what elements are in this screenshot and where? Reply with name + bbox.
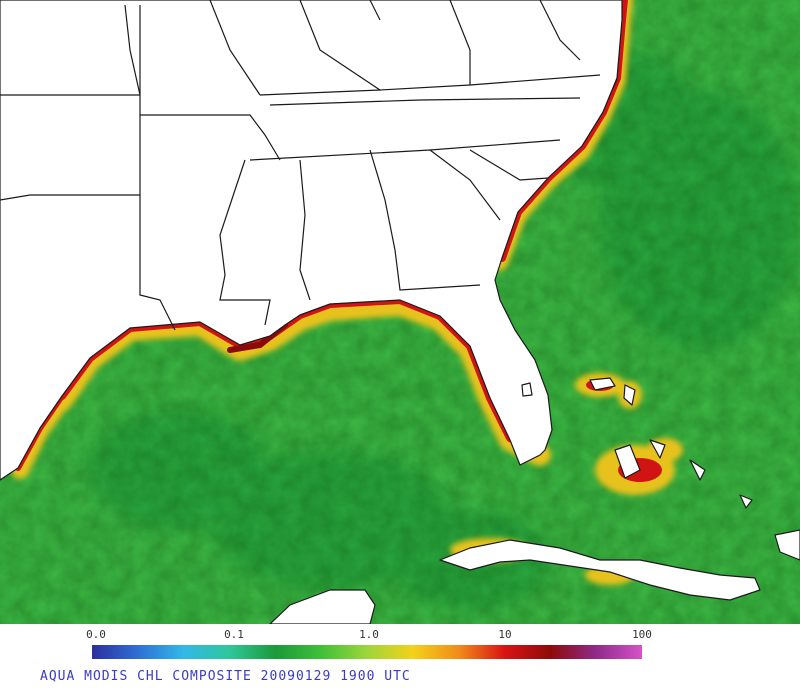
- colorbar-tick-2: 1.0: [359, 628, 379, 641]
- bahamas-island-5: [689, 459, 706, 481]
- colorbar-tick-4: 100: [632, 628, 652, 641]
- colorbar-tick-0: 0.0: [86, 628, 106, 641]
- colorbar-tick-1: 0.1: [224, 628, 244, 641]
- state-borders: [0, 0, 601, 331]
- bahamas-island-2: [623, 384, 636, 406]
- bahamas-island-6: [739, 494, 753, 509]
- colorbar: [92, 645, 642, 659]
- hispaniola-edge: [774, 529, 800, 561]
- bahamas-island-1: [589, 377, 616, 391]
- map-svg: [0, 0, 800, 624]
- colorbar-tick-3: 10: [498, 628, 512, 641]
- chlorophyll-map: [0, 0, 800, 624]
- cuba-land: [439, 539, 761, 601]
- bahamas-island-3: [614, 444, 641, 479]
- lake-okeechobee: [521, 382, 533, 397]
- map-caption: AQUA MODIS CHL COMPOSITE 20090129 1900 U…: [40, 669, 411, 684]
- bahamas-island-4: [649, 439, 666, 459]
- yucatan-land: [269, 589, 376, 624]
- north-america-land: [0, 0, 623, 481]
